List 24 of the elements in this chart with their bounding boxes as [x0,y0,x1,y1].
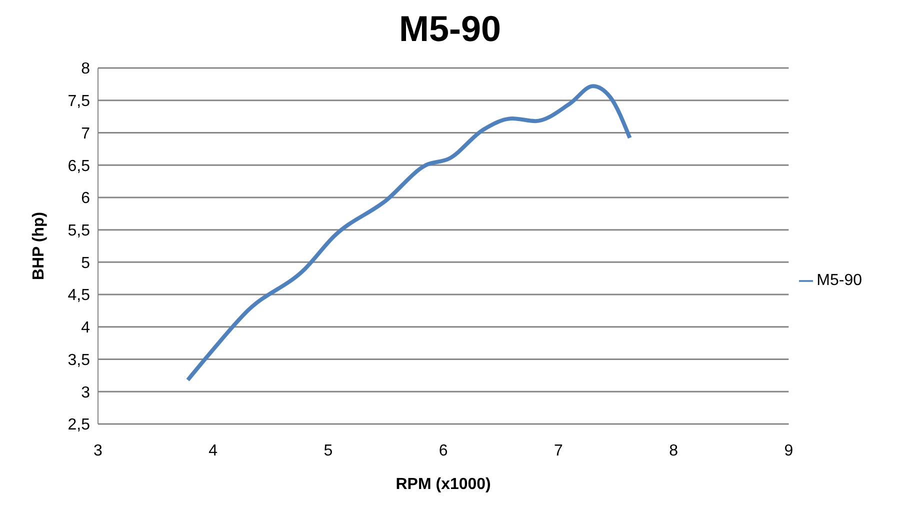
y-tick-label: 5,5 [68,222,90,240]
y-tick-label: 7 [81,125,90,142]
y-tick-label: 3,5 [68,352,90,369]
y-tick-label: 2,5 [68,416,90,434]
x-tick-label: 4 [208,442,218,460]
y-tick-label: 7,5 [68,93,90,110]
y-tick-label: 8 [81,60,90,78]
y-tick-label: 6,5 [68,158,90,175]
y-tick-label: 4 [81,320,90,337]
x-tick-label: 5 [324,442,333,460]
x-tick-label: 7 [554,442,563,460]
y-tick-label: 3 [81,384,90,402]
legend-label: M5-90 [816,272,862,289]
y-tick-label: 5 [81,254,90,272]
y-axis-title: BHP (hp) [30,212,48,280]
chart-title: M5-90 [398,8,502,51]
y-tick-label: 4,5 [68,287,90,304]
y-tick-label: 6 [81,190,90,208]
x-tick-label: 3 [94,442,103,460]
x-tick-label: 6 [438,442,448,460]
x-tick-label: 9 [784,442,794,460]
x-axis-title: RPM (x1000) [396,476,491,493]
x-tick-label: 8 [669,442,678,460]
line-series [186,84,632,382]
